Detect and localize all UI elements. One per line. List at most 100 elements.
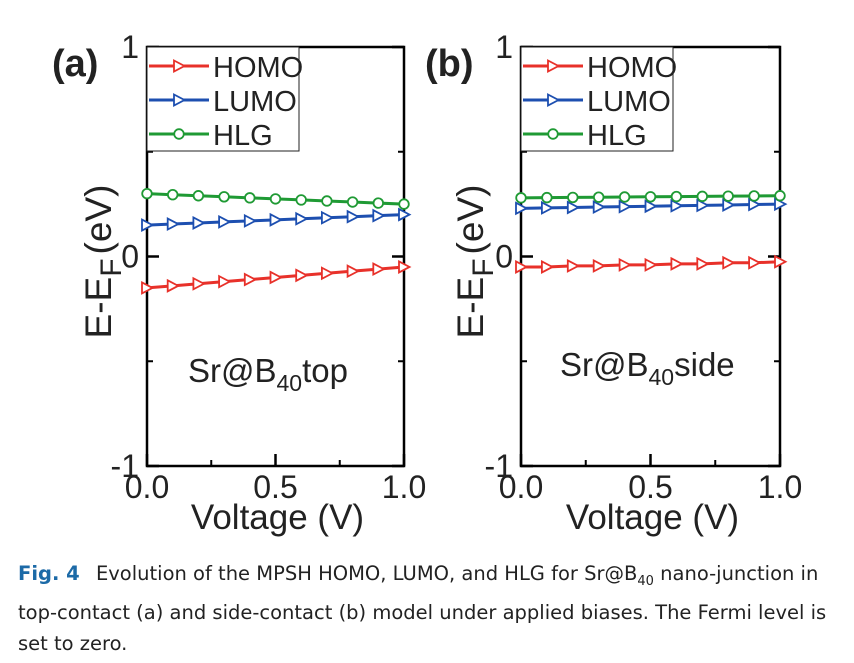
data-point-homo [141,280,155,295]
data-point-homo [372,262,386,277]
x-tick-label: 1.0 [382,469,426,505]
y-axis-label-unit: (eV) [78,185,119,255]
data-point-hlg [644,191,657,203]
annotation-text: Sr@B [560,346,649,383]
data-point-lumo [618,199,633,214]
data-point-hlg [346,196,359,208]
legend-label-homo: HOMO [213,52,303,84]
legend-marker-lumo [173,93,187,107]
data-point-lumo [192,215,206,230]
chart-annotation: Sr@B40side [560,346,735,390]
annotation-subscript: 40 [649,364,675,390]
data-point-hlg [192,190,205,202]
x-tick-label: 0.0 [499,469,543,505]
legend-marker-hlg [547,128,559,140]
caption-text: Evolution of the MPSH HOMO, LUMO, and HL… [95,562,638,585]
legend-marker-hlg [173,128,185,140]
data-point-lumo [670,198,684,213]
data-point-lumo [592,200,607,215]
data-point-homo [269,270,283,285]
series-homo [141,259,412,295]
x-tick-label: 0.5 [253,469,297,505]
x-tick-label: 0.0 [125,469,169,505]
data-point-homo [398,259,412,274]
figure-caption: Fig. 4 Evolution of the MPSH HOMO, LUMO,… [18,558,843,659]
chart-annotation: Sr@B40top [188,352,348,396]
data-point-lumo [372,208,386,223]
data-point-hlg [269,193,282,205]
data-point-lumo [644,199,658,214]
data-point-hlg [321,195,333,207]
data-point-lumo [295,211,309,226]
data-point-hlg [141,187,153,200]
x-axis-label: Voltage (V) [191,498,364,537]
data-point-lumo [243,213,258,228]
y-tick-label: 1 [495,29,513,65]
data-point-homo [295,268,309,283]
data-point-lumo [269,212,283,227]
chart-panel-b: 0.0 0.5 1.0 -1 0 1 Voltage (V) E-EF (eV) (b) Sr@B4… [425,29,802,537]
data-point-hlg [618,191,631,203]
data-point-homo [722,255,736,270]
data-point-lumo [541,200,555,215]
y-tick-label: 0 [121,239,139,275]
data-point-hlg [218,191,230,203]
series-hlg [141,187,410,210]
data-point-lumo [346,209,361,224]
data-point-homo [320,266,335,281]
legend-label-lumo: LUMO [213,86,297,118]
data-point-homo [515,259,529,274]
data-point-lumo [722,197,736,212]
y-tick-label: 0 [495,239,513,275]
legend-marker-homo [547,59,561,73]
data-point-lumo [515,201,529,216]
data-point-homo [541,259,555,274]
x-axis-label: Voltage (V) [566,498,739,537]
data-point-hlg [696,190,709,203]
x-tick-label: 1.0 [758,469,802,505]
data-point-homo [166,278,181,293]
legend-label-hlg: HLG [587,120,647,152]
y-axis-label: E-EF (eV) [78,185,128,339]
data-point-lumo [566,200,581,215]
data-point-homo [566,258,581,273]
y-axis-label-main: E-E [450,277,491,339]
series-lumo [515,197,788,216]
panel-label: (b) [425,43,474,85]
data-point-lumo [398,207,412,222]
panel-label: (a) [52,43,98,85]
y-tick-label: 1 [121,29,139,65]
y-axis-label: E-EF (eV) [450,185,500,339]
data-point-lumo [218,214,232,229]
y-tick-label: -1 [111,448,139,484]
data-point-hlg [541,191,553,204]
legend-label-homo: HOMO [587,52,677,84]
data-point-lumo [320,210,335,225]
data-point-homo [774,254,788,269]
legend-marker-homo [173,59,187,73]
data-point-lumo [748,197,762,212]
y-axis-label-subscript: F [467,258,500,276]
y-axis-label-subscript: F [95,258,128,276]
data-point-homo [218,274,232,289]
data-point-hlg [166,188,179,201]
data-point-lumo [141,218,155,233]
legend-label-lumo: LUMO [587,86,671,118]
series-hlg [515,190,786,204]
data-point-hlg [567,191,579,204]
data-point-homo [696,256,710,271]
data-point-homo [592,258,607,273]
series-homo [515,254,788,274]
caption-label: Fig. 4 [18,562,80,585]
data-point-homo [618,257,633,272]
data-point-hlg [515,192,527,204]
data-point-hlg [398,198,410,210]
data-point-homo [192,276,206,291]
data-point-lumo [696,198,710,213]
data-point-homo [346,264,361,279]
data-point-homo [748,255,762,270]
data-point-hlg [295,194,307,206]
